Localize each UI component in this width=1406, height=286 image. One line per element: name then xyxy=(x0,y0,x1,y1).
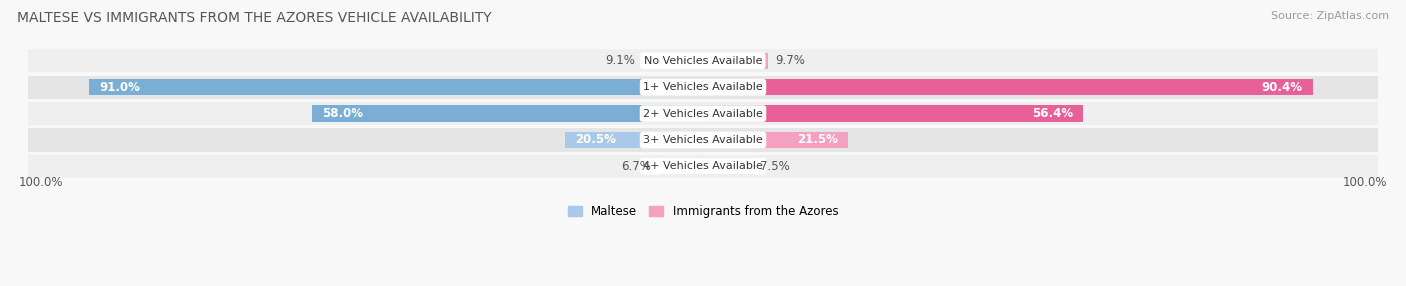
Text: No Vehicles Available: No Vehicles Available xyxy=(644,56,762,66)
Bar xyxy=(658,158,703,174)
Text: 9.7%: 9.7% xyxy=(775,54,806,67)
Bar xyxy=(703,79,1313,95)
Bar xyxy=(703,105,1084,122)
Bar xyxy=(28,49,1378,72)
Text: 21.5%: 21.5% xyxy=(797,134,838,146)
Text: 58.0%: 58.0% xyxy=(322,107,363,120)
Text: 2+ Vehicles Available: 2+ Vehicles Available xyxy=(643,109,763,119)
Bar xyxy=(28,102,1378,125)
Text: 1+ Vehicles Available: 1+ Vehicles Available xyxy=(643,82,763,92)
Text: Source: ZipAtlas.com: Source: ZipAtlas.com xyxy=(1271,11,1389,21)
Bar xyxy=(28,128,1378,152)
Text: 9.1%: 9.1% xyxy=(605,54,636,67)
Text: 56.4%: 56.4% xyxy=(1032,107,1073,120)
Bar xyxy=(565,132,703,148)
Bar xyxy=(312,105,703,122)
Bar xyxy=(703,158,754,174)
Bar xyxy=(89,79,703,95)
Bar xyxy=(28,155,1378,178)
Text: 90.4%: 90.4% xyxy=(1261,81,1302,94)
Bar xyxy=(641,53,703,69)
Text: 91.0%: 91.0% xyxy=(100,81,141,94)
Text: 6.7%: 6.7% xyxy=(621,160,651,173)
Bar xyxy=(703,132,848,148)
Text: 20.5%: 20.5% xyxy=(575,134,616,146)
Text: 100.0%: 100.0% xyxy=(18,176,63,189)
Legend: Maltese, Immigrants from the Azores: Maltese, Immigrants from the Azores xyxy=(562,200,844,223)
Bar xyxy=(28,76,1378,99)
Text: 7.5%: 7.5% xyxy=(761,160,790,173)
Text: MALTESE VS IMMIGRANTS FROM THE AZORES VEHICLE AVAILABILITY: MALTESE VS IMMIGRANTS FROM THE AZORES VE… xyxy=(17,11,492,25)
Text: 4+ Vehicles Available: 4+ Vehicles Available xyxy=(643,161,763,171)
Text: 3+ Vehicles Available: 3+ Vehicles Available xyxy=(643,135,763,145)
Bar xyxy=(703,53,769,69)
Text: 100.0%: 100.0% xyxy=(1343,176,1388,189)
